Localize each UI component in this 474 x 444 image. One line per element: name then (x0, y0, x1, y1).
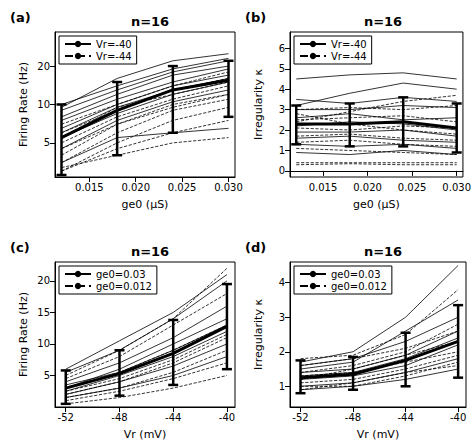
svg-text:ge0=0.03: ge0=0.03 (331, 269, 381, 280)
svg-text:-52: -52 (58, 412, 74, 423)
svg-text:2: 2 (279, 125, 285, 136)
svg-text:3: 3 (279, 312, 285, 323)
svg-text:-48: -48 (345, 412, 361, 423)
svg-text:0: 0 (279, 165, 285, 176)
svg-text:(a): (a) (10, 10, 31, 25)
svg-text:ge0=0.03: ge0=0.03 (96, 269, 146, 280)
svg-text:-44: -44 (397, 412, 413, 423)
svg-text:Firing Rate (Hz): Firing Rate (Hz) (17, 62, 30, 147)
svg-text:0.025: 0.025 (398, 182, 427, 193)
svg-text:Vr (mV): Vr (mV) (357, 428, 399, 441)
svg-text:Irregularity κ: Irregularity κ (252, 69, 265, 140)
svg-text:-40: -40 (219, 412, 235, 423)
svg-text:6: 6 (279, 43, 285, 54)
svg-text:5: 5 (44, 370, 50, 381)
svg-text:n=16: n=16 (131, 14, 169, 29)
svg-text:10: 10 (37, 338, 50, 349)
svg-text:10: 10 (37, 99, 50, 110)
svg-text:0.015: 0.015 (309, 182, 338, 193)
svg-text:-48: -48 (111, 412, 127, 423)
svg-text:Vr=-40: Vr=-40 (96, 39, 132, 50)
svg-text:Firing Rate (Hz): Firing Rate (Hz) (17, 292, 30, 377)
svg-text:20: 20 (37, 61, 50, 72)
svg-text:0.020: 0.020 (353, 182, 382, 193)
svg-text:0.020: 0.020 (121, 182, 150, 193)
svg-text:(c): (c) (10, 240, 30, 255)
svg-text:1: 1 (279, 145, 285, 156)
svg-text:1: 1 (279, 381, 285, 392)
svg-text:Vr=-44: Vr=-44 (331, 51, 367, 62)
svg-text:-40: -40 (450, 412, 466, 423)
svg-text:-44: -44 (165, 412, 181, 423)
svg-text:4: 4 (279, 277, 285, 288)
svg-text:(b): (b) (245, 10, 266, 25)
svg-text:ge0=0.012: ge0=0.012 (331, 281, 387, 292)
svg-text:15: 15 (37, 307, 50, 318)
svg-text:2: 2 (279, 346, 285, 357)
svg-text:ge0 (μS): ge0 (μS) (353, 198, 400, 211)
svg-text:0.030: 0.030 (442, 182, 471, 193)
svg-text:n=16: n=16 (364, 14, 402, 29)
svg-text:5: 5 (279, 63, 285, 74)
svg-text:20: 20 (37, 275, 50, 286)
svg-text:ge0=0.012: ge0=0.012 (96, 281, 152, 292)
svg-text:Vr=-40: Vr=-40 (331, 39, 367, 50)
svg-text:ge0 (μS): ge0 (μS) (122, 198, 169, 211)
svg-text:0.015: 0.015 (75, 182, 104, 193)
svg-text:n=16: n=16 (364, 244, 402, 259)
svg-text:Irregularity κ: Irregularity κ (252, 299, 265, 370)
svg-text:0.025: 0.025 (168, 182, 197, 193)
svg-text:(d): (d) (245, 240, 266, 255)
svg-text:4: 4 (279, 84, 285, 95)
svg-text:3: 3 (279, 104, 285, 115)
svg-text:Vr (mV): Vr (mV) (124, 428, 166, 441)
svg-text:n=16: n=16 (131, 244, 169, 259)
svg-text:Vr=-44: Vr=-44 (96, 51, 132, 62)
svg-text:0.030: 0.030 (214, 182, 243, 193)
svg-text:-52: -52 (292, 412, 308, 423)
svg-text:5: 5 (44, 137, 50, 148)
